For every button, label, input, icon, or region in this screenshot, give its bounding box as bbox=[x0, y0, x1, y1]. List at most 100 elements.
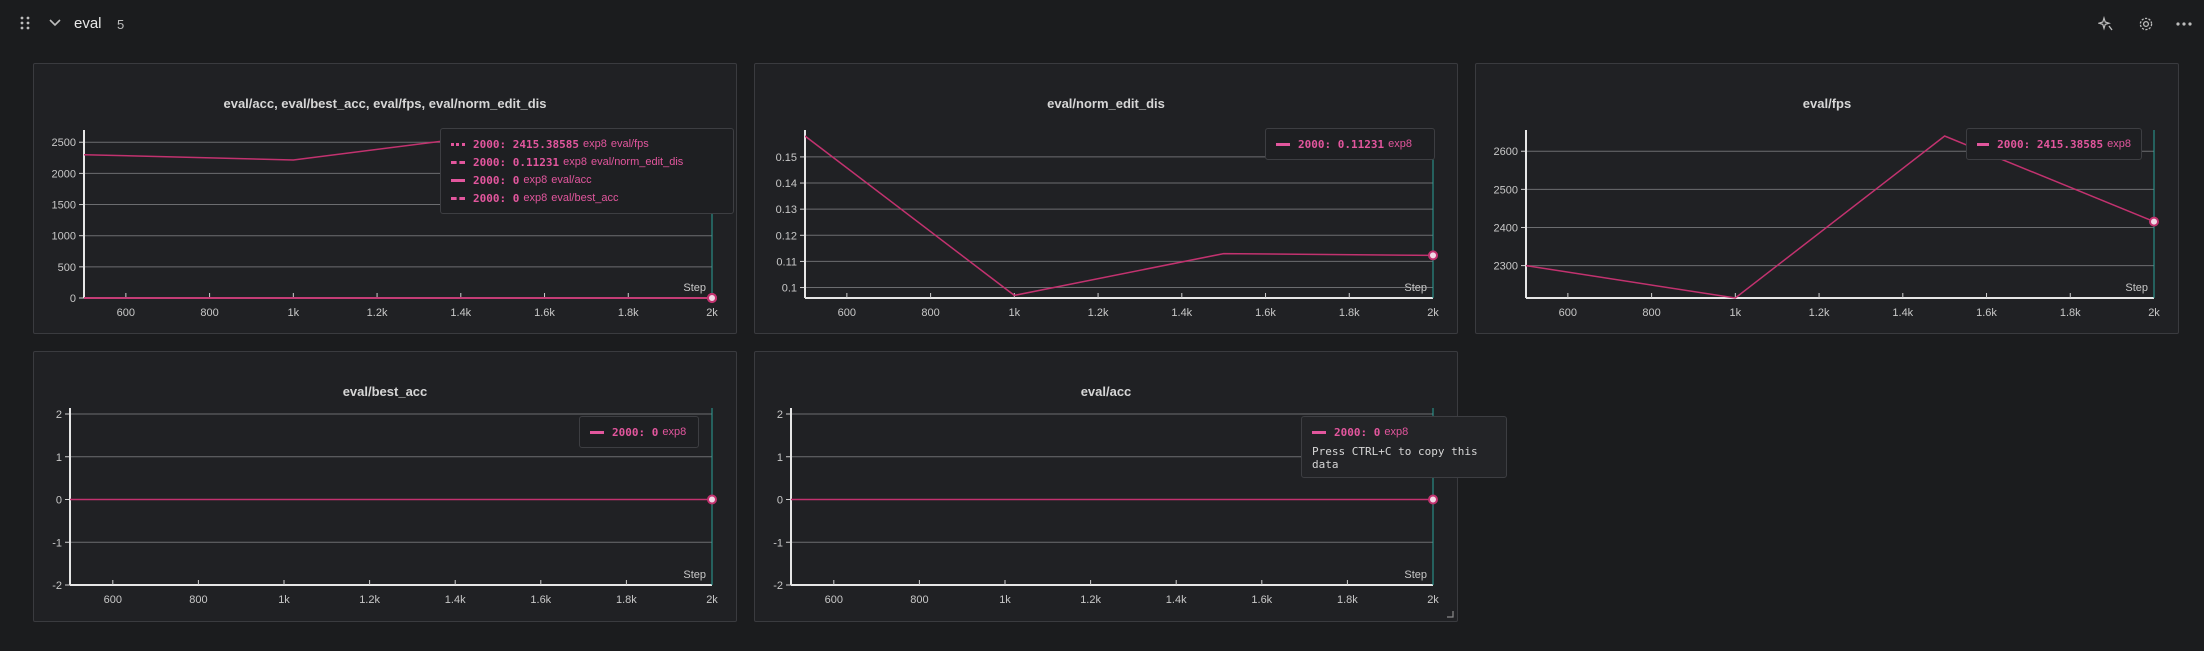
drag-handle-icon[interactable] bbox=[16, 14, 34, 32]
hover-point bbox=[1428, 494, 1438, 505]
legend-swatch bbox=[451, 160, 465, 164]
x-tick-label: 1.2k bbox=[1088, 307, 1109, 319]
hover-point bbox=[707, 293, 717, 303]
legend-swatch bbox=[1276, 142, 1290, 146]
legend-swatch bbox=[451, 142, 465, 146]
x-tick-label: 1.8k bbox=[2060, 307, 2081, 319]
y-tick-label: 0.11 bbox=[776, 256, 797, 268]
x-tick-label: 1.2k bbox=[367, 307, 388, 319]
chart-panel-acc[interactable]: eval/acc -2 -1 0 1 2 600 800 1k 1.2k 1.4k 1.6k 1.8k… bbox=[754, 351, 1507, 623]
more-icon[interactable] bbox=[2174, 14, 2194, 34]
x-tick-label: 1k bbox=[288, 307, 300, 319]
sparkle-icon[interactable] bbox=[2096, 14, 2116, 34]
y-tick-label: 0 bbox=[56, 495, 62, 507]
x-tick-label: 1.4k bbox=[1166, 594, 1187, 606]
gear-icon[interactable] bbox=[2136, 14, 2156, 34]
chart-panel-fps[interactable]: eval/fps 2300 2400 2500 2600 600 800 1k 1.2k 1.4… bbox=[1475, 63, 2179, 334]
x-tick-label: 800 bbox=[189, 594, 207, 606]
x-axis-label: Step bbox=[1404, 282, 1427, 294]
legend-value: 2000: 0 bbox=[612, 425, 659, 439]
x-tick-label: 1k bbox=[999, 594, 1011, 606]
y-tick-label: 1000 bbox=[52, 231, 76, 243]
chart-plot[interactable]: -2 -1 0 1 2 600 800 1k 1.2k 1.4k 1.6k 1.8k 2k Step bbox=[755, 352, 1459, 623]
y-tick-label: 0.14 bbox=[776, 178, 797, 190]
x-tick-label: 2k bbox=[706, 307, 718, 319]
resize-handle-icon[interactable] bbox=[1446, 610, 1454, 618]
chart-plot[interactable]: 0.1 0.11 0.12 0.13 0.14 0.15 600 800 1k 1.2k 1.4k 1… bbox=[755, 64, 1459, 335]
legend-value: 2000: 0.11231 bbox=[1298, 137, 1385, 151]
y-tick-label: 2500 bbox=[1494, 184, 1518, 196]
y-tick-label: -1 bbox=[52, 537, 62, 549]
legend-entry: 2000: 0.11231 exp8 bbox=[1276, 135, 1424, 153]
x-tick-label: 1.2k bbox=[359, 594, 380, 606]
legend-metric: eval/norm_edit_dis bbox=[590, 156, 684, 168]
chevron-down-icon[interactable] bbox=[46, 14, 64, 32]
x-axis-label: Step bbox=[2125, 282, 2148, 294]
chart-legend: 2000: 2415.38585 exp8 bbox=[1966, 128, 2142, 160]
legend-swatch bbox=[451, 196, 465, 200]
x-tick-label: 1k bbox=[1730, 307, 1742, 319]
y-tick-label: 0.15 bbox=[776, 152, 797, 164]
x-tick-label: 1.4k bbox=[1171, 307, 1192, 319]
chart-plot[interactable]: -2 -1 0 1 2 600 800 1k 1.2k 1.4k 1.6k 1.8k 2k Step bbox=[34, 352, 738, 623]
x-tick-label: 2k bbox=[1427, 594, 1439, 606]
x-tick-label: 1.2k bbox=[1809, 307, 1830, 319]
legend-run: exp8 bbox=[1384, 426, 1409, 438]
panel-count-badge: 5 bbox=[117, 16, 125, 32]
x-tick-label: 1.4k bbox=[1892, 307, 1913, 319]
legend-metric: eval/acc bbox=[551, 174, 592, 186]
legend-swatch bbox=[451, 178, 465, 182]
chart-panel-combined[interactable]: eval/acc, eval/best_acc, eval/fps, eval/… bbox=[33, 63, 737, 334]
y-tick-label: -1 bbox=[773, 537, 783, 549]
y-tick-label: 2600 bbox=[1494, 146, 1518, 158]
chart-plot[interactable]: 0 500 1000 1500 2000 2500 600 800 1k 1.2k 1.4k 1.6k… bbox=[34, 64, 738, 335]
x-tick-label: 2k bbox=[1427, 307, 1439, 319]
x-tick-label: 1.8k bbox=[1337, 594, 1358, 606]
chart-title: eval/acc, eval/best_acc, eval/fps, eval/… bbox=[223, 96, 547, 111]
x-tick-label: 800 bbox=[200, 307, 218, 319]
chart-tooltip: 2000: 0 exp8 Press CTRL+C to copy this dat… bbox=[1301, 416, 1507, 478]
legend-entry: 2000: 0 exp8 eval/best_acc bbox=[451, 189, 723, 207]
x-tick-label: 1.8k bbox=[1339, 307, 1360, 319]
legend-entry: 2000: 0.11231 exp8 eval/norm_edit_dis bbox=[451, 153, 723, 171]
legend-entry: 2000: 2415.38585 exp8 eval/fps bbox=[451, 135, 723, 153]
legend-run: exp8 bbox=[563, 156, 587, 168]
legend-value: 2000: 0.11231 bbox=[473, 155, 560, 169]
chart-legend: 2000: 2415.38585 exp8 eval/fps 2000: 0.1123… bbox=[440, 128, 734, 214]
hover-point bbox=[2149, 216, 2159, 227]
legend-run: exp8 bbox=[523, 192, 548, 204]
y-tick-label: 0.1 bbox=[782, 283, 797, 295]
chart-title: eval/best_acc bbox=[342, 384, 428, 399]
x-tick-label: 600 bbox=[1559, 307, 1577, 319]
x-tick-label: 2k bbox=[706, 594, 718, 606]
x-tick-label: 600 bbox=[825, 594, 843, 606]
legend-swatch bbox=[1977, 142, 1990, 146]
y-tick-label: 2500 bbox=[52, 137, 76, 149]
x-tick-label: 800 bbox=[1642, 307, 1660, 319]
chart-panel-norm-edit-dis[interactable]: eval/norm_edit_dis 0.1 0.11 0.12 0.13 0.14 0.… bbox=[754, 63, 1458, 334]
chart-title: eval/norm_edit_dis bbox=[1047, 96, 1165, 111]
y-tick-label: -2 bbox=[52, 580, 62, 592]
chart-plot[interactable]: 2300 2400 2500 2600 600 800 1k 1.2k 1.4k 1.6k 1.8k… bbox=[1476, 64, 2180, 335]
chart-legend: 2000: 0 exp8 bbox=[579, 416, 699, 448]
chart-panel-best-acc[interactable]: eval/best_acc -2 -1 0 1 2 600 800 1k 1.2k 1.4k 1.6… bbox=[33, 351, 737, 622]
y-tick-label: 2400 bbox=[1494, 222, 1518, 234]
hover-point bbox=[707, 494, 717, 505]
x-axis-label: Step bbox=[1404, 569, 1427, 581]
x-tick-label: 600 bbox=[104, 594, 122, 606]
legend-run: exp8 bbox=[662, 426, 687, 438]
y-tick-label: 2000 bbox=[52, 168, 76, 180]
legend-run: exp8 bbox=[523, 174, 548, 186]
section-title[interactable]: eval bbox=[74, 14, 102, 32]
legend-entry: 2000: 2415.38585 exp8 bbox=[1977, 135, 2131, 153]
legend-swatch bbox=[1312, 430, 1326, 434]
series-line bbox=[1526, 135, 2155, 299]
legend-swatch bbox=[590, 430, 604, 434]
section-header: eval 5 bbox=[0, 0, 2204, 48]
x-tick-label: 600 bbox=[838, 307, 856, 319]
x-tick-label: 1.6k bbox=[1251, 594, 1272, 606]
y-tick-label: 0 bbox=[70, 293, 76, 305]
x-tick-label: 1.6k bbox=[1255, 307, 1276, 319]
hover-point bbox=[1428, 250, 1438, 261]
chart-legend: 2000: 0.11231 exp8 bbox=[1265, 128, 1435, 160]
